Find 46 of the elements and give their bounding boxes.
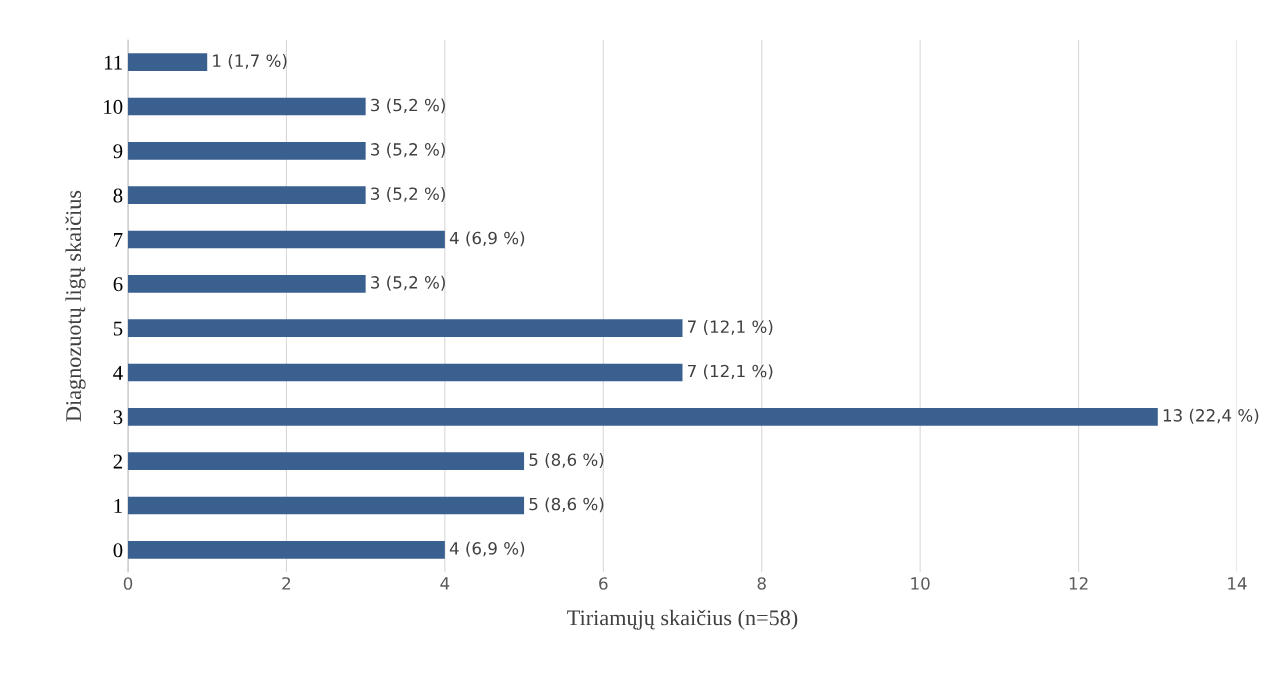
- x-tick-label: 10: [911, 577, 930, 590]
- bar: [128, 230, 445, 249]
- y-tick-label: 7: [114, 233, 123, 247]
- data-label: 4 (6,9 %): [449, 231, 525, 247]
- y-tick-label: 6: [113, 277, 123, 292]
- data-label: 7 (12,1 %): [688, 364, 773, 380]
- bar: [128, 319, 683, 338]
- data-label: 4 (6,9 %): [449, 541, 525, 557]
- y-tick-label: 4: [113, 366, 123, 380]
- x-tick-label: 4: [440, 577, 450, 590]
- y-tick-label: 11: [104, 55, 122, 70]
- bar: [128, 452, 525, 471]
- bar: [128, 540, 445, 559]
- y-tick-label: 3: [113, 410, 123, 425]
- data-label: 3 (5,2 %): [371, 275, 445, 291]
- y-axis-title: Diagnozuotų ligų skaičius: [65, 190, 86, 422]
- y-tick-label: 0: [113, 543, 123, 558]
- bar: [128, 97, 366, 116]
- bar: [128, 186, 366, 205]
- bar: [128, 407, 1158, 426]
- x-tick-label: 14: [1228, 577, 1247, 590]
- y-tick-label: 9: [113, 144, 123, 159]
- data-label: 5 (8,6 %): [529, 497, 604, 513]
- x-tick-label: 8: [757, 577, 766, 590]
- x-tick-label: 6: [599, 577, 608, 590]
- data-label: 1 (1,7 %): [213, 54, 287, 69]
- data-label: 7 (12,1 %): [688, 320, 773, 335]
- y-tick-label: 5: [113, 321, 123, 336]
- bar: [128, 274, 366, 293]
- x-axis-title: Tiriamųjų skaičius (n=58): [567, 609, 798, 630]
- data-label: 3 (5,2 %): [371, 142, 445, 158]
- y-tick-label: 1: [114, 498, 122, 513]
- data-label: 13 (22,4 %): [1163, 408, 1259, 424]
- y-tick-label: 10: [104, 99, 123, 114]
- bar: [128, 141, 366, 160]
- x-tick-label: 0: [123, 577, 133, 590]
- data-label: 5 (8,6 %): [529, 453, 604, 468]
- y-tick-label: 2: [113, 454, 122, 469]
- data-label: 3 (5,2 %): [371, 187, 445, 202]
- bar: [128, 53, 208, 72]
- data-label: 3 (5,2 %): [371, 98, 445, 114]
- x-tick-label: 2: [282, 577, 291, 590]
- x-tick-label: 12: [1069, 577, 1088, 590]
- y-tick-label: 8: [113, 188, 123, 203]
- bar: [128, 496, 525, 515]
- bar: [128, 363, 683, 382]
